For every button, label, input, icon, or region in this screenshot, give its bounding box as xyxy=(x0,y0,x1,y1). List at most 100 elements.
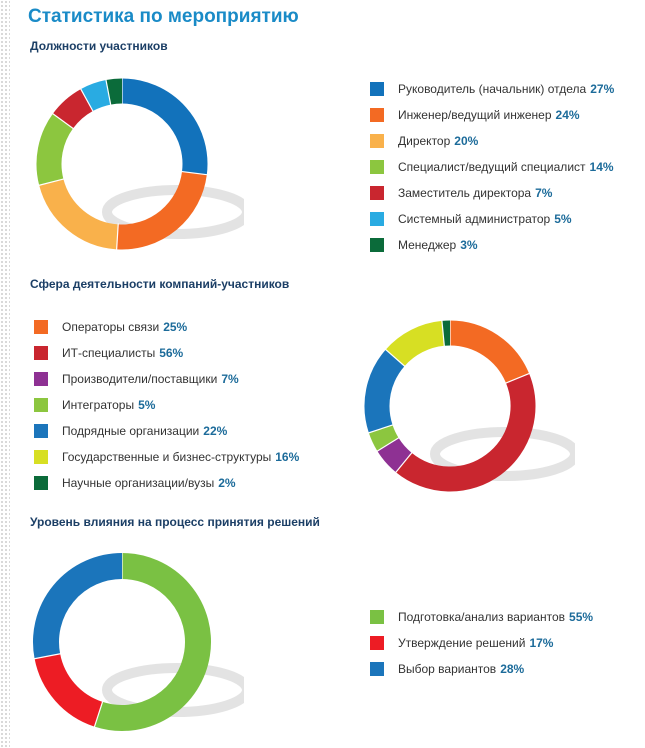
page-title: Статистика по мероприятию xyxy=(28,6,299,27)
legend-label: Научные организации/вузы xyxy=(62,476,215,490)
donut-chart-industries xyxy=(335,300,575,500)
donut-slice-industries-3 xyxy=(377,437,413,473)
legend-item: Менеджер 3% xyxy=(370,237,614,263)
legend-swatch xyxy=(370,662,384,676)
legend-label: Операторы связи xyxy=(62,320,160,334)
donut-slice-influence-1 xyxy=(94,553,211,731)
legend-swatch xyxy=(370,238,384,252)
slice-separator xyxy=(180,170,208,176)
legend-percent: 22% xyxy=(203,424,228,438)
legend-item: Интеграторы 5% xyxy=(34,397,299,423)
slice-separator xyxy=(38,178,65,187)
legend-label: ИТ-специалисты xyxy=(62,346,156,360)
legend-item: ИТ-специалисты 56% xyxy=(34,345,299,371)
legend-swatch xyxy=(370,82,384,96)
slice-separator xyxy=(115,223,119,251)
legend-label: Специалист/ведущий специалист xyxy=(398,160,586,174)
donut-slice-positions-7 xyxy=(105,78,123,105)
donut-slice-positions-1 xyxy=(121,78,208,175)
slice-separator xyxy=(504,372,531,384)
legend-swatch xyxy=(370,186,384,200)
legend-industries: Операторы связи 25% ИТ-специалисты 56% Произ… xyxy=(34,319,299,501)
legend-swatch xyxy=(34,398,48,412)
legend-label: Интеграторы xyxy=(62,398,135,412)
slice-separator xyxy=(441,319,445,347)
legend-label: Директор xyxy=(398,134,451,148)
legend-percent: 7% xyxy=(535,186,553,200)
legend-label: Инженер/ведущий инженер xyxy=(398,108,552,122)
legend-percent: 7% xyxy=(221,372,239,386)
legend-label: Подготовка/анализ вариантов xyxy=(398,610,566,624)
legend-swatch xyxy=(34,372,48,386)
donut-slice-industries-4 xyxy=(368,424,399,452)
legend-percent: 28% xyxy=(500,662,525,676)
legend-item: Подрядные организации 22% xyxy=(34,423,299,449)
legend-percent: 17% xyxy=(529,636,554,650)
donut-slice-influence-2 xyxy=(34,653,104,727)
legend-swatch xyxy=(370,160,384,174)
legend-swatch xyxy=(370,108,384,122)
legend-item: Государственные и бизнес-структуры 16% xyxy=(34,449,299,475)
legend-swatch xyxy=(370,134,384,148)
donut-slice-positions-5 xyxy=(52,89,94,129)
legend-item: Инженер/ведущий инженер 24% xyxy=(370,107,614,133)
slice-separator xyxy=(105,78,112,106)
legend-influence: Подготовка/анализ вариантов 55% Утверждени… xyxy=(370,609,593,687)
slice-separator xyxy=(367,424,394,434)
dotted-edge xyxy=(0,0,10,748)
legend-percent: 20% xyxy=(454,134,479,148)
legend-swatch xyxy=(34,476,48,490)
legend-item: Производители/поставщики 7% xyxy=(34,371,299,397)
legend-item: Операторы связи 25% xyxy=(34,319,299,345)
legend-swatch xyxy=(34,346,48,360)
chart-shadow xyxy=(102,663,244,717)
slice-separator xyxy=(51,112,75,130)
donut-slice-positions-3 xyxy=(39,178,119,250)
legend-percent: 25% xyxy=(163,320,188,334)
legend-swatch xyxy=(370,610,384,624)
legend-swatch xyxy=(34,424,48,438)
legend-percent: 5% xyxy=(554,212,572,226)
donut-slice-industries-2 xyxy=(395,373,536,492)
slice-separator xyxy=(376,436,400,453)
legend-percent: 2% xyxy=(218,476,236,490)
slice-separator xyxy=(394,451,413,474)
legend-item: Утверждение решений 17% xyxy=(370,635,593,661)
donut-slice-influence-3 xyxy=(33,553,123,659)
legend-percent: 56% xyxy=(159,346,184,360)
donut-slice-positions-2 xyxy=(116,171,207,250)
legend-label: Руководитель (начальник) отдела xyxy=(398,82,587,96)
legend-label: Государственные и бизнес-структуры xyxy=(62,450,272,464)
legend-label: Выбор вариантов xyxy=(398,662,497,676)
legend-item: Системный администратор 5% xyxy=(370,211,614,237)
legend-swatch xyxy=(34,320,48,334)
legend-percent: 24% xyxy=(555,108,580,122)
legend-item: Специалист/ведущий специалист 14% xyxy=(370,159,614,185)
section-title-influence: Уровень влияния на процесс принятия реше… xyxy=(30,515,320,529)
legend-percent: 27% xyxy=(590,82,615,96)
legend-percent: 14% xyxy=(589,160,614,174)
legend-percent: 55% xyxy=(569,610,594,624)
section-title-industries: Сфера деятельности компаний-участников xyxy=(30,277,290,291)
legend-item: Научные организации/вузы 2% xyxy=(34,475,299,501)
legend-swatch xyxy=(370,212,384,226)
legend-item: Директор 20% xyxy=(370,133,614,159)
donut-slice-industries-1 xyxy=(449,320,530,384)
legend-label: Системный администратор xyxy=(398,212,551,226)
legend-item: Выбор вариантов 28% xyxy=(370,661,593,687)
legend-label: Менеджер xyxy=(398,238,457,252)
legend-percent: 5% xyxy=(138,398,156,412)
legend-item: Подготовка/анализ вариантов 55% xyxy=(370,609,593,635)
legend-label: Подрядные организации xyxy=(62,424,200,438)
legend-item: Заместитель директора 7% xyxy=(370,185,614,211)
legend-percent: 3% xyxy=(460,238,478,252)
slice-separator xyxy=(93,700,104,728)
donut-chart-influence xyxy=(4,534,244,734)
legend-label: Производители/поставщики xyxy=(62,372,218,386)
slice-separator xyxy=(79,87,94,113)
donut-slice-positions-4 xyxy=(36,113,74,186)
legend-swatch xyxy=(34,450,48,464)
legend-swatch xyxy=(370,636,384,650)
donut-slice-industries-5 xyxy=(364,349,405,433)
donut-chart-positions xyxy=(4,62,244,262)
